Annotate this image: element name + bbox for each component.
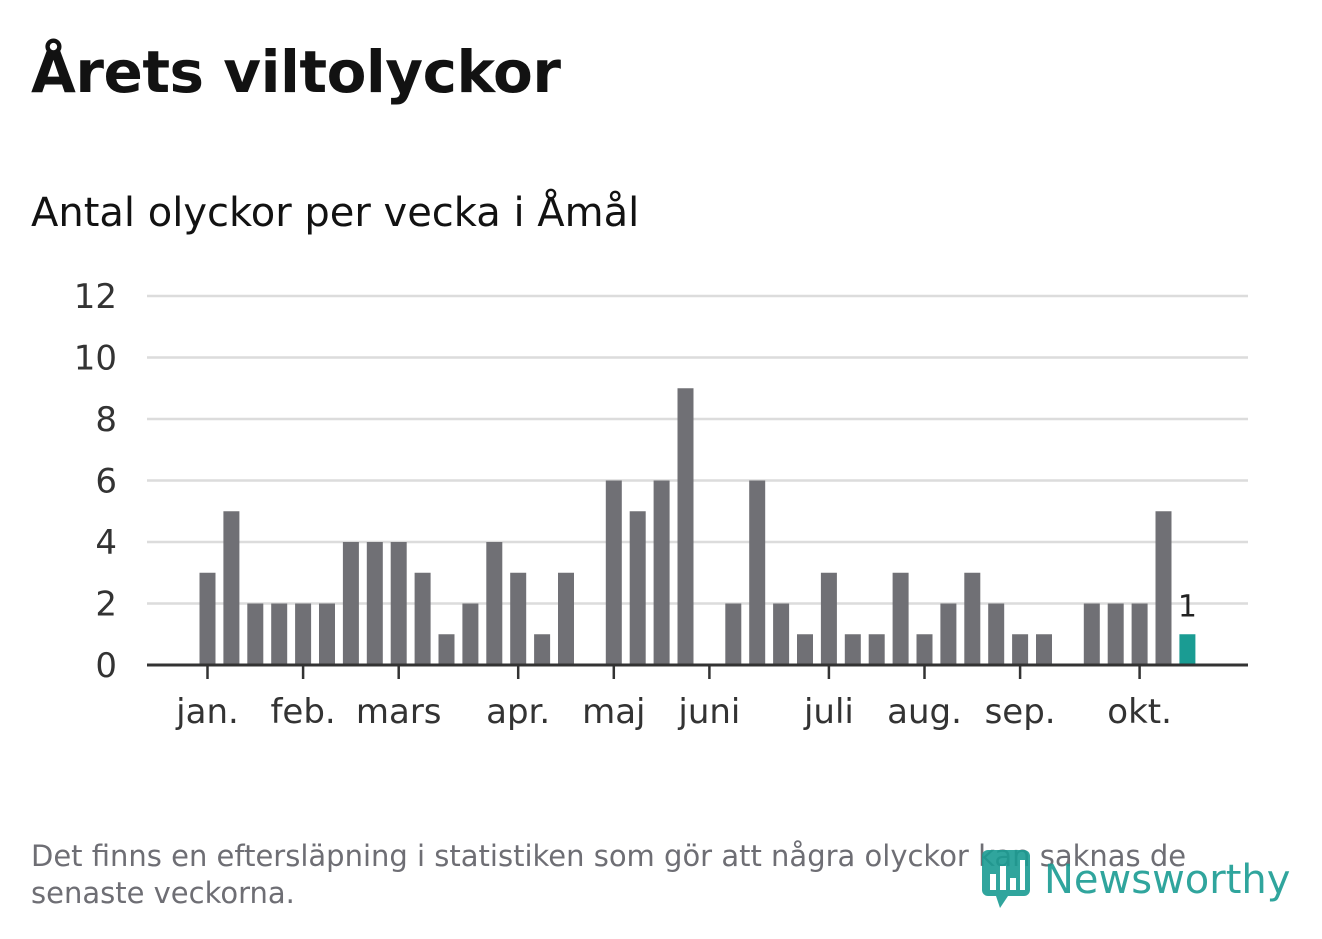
bar (940, 603, 957, 665)
bar (605, 480, 622, 665)
x-tick-label: maj (582, 692, 645, 732)
bar (366, 542, 383, 665)
bar (486, 542, 503, 665)
x-tick-label: feb. (270, 692, 335, 732)
x-tick-label: sep. (985, 692, 1056, 732)
bar (1131, 603, 1148, 665)
bar (797, 634, 813, 665)
x-tick-label: juni (677, 692, 740, 732)
bar (725, 603, 742, 665)
bar (1083, 603, 1100, 665)
bar (773, 603, 790, 665)
bar (1107, 603, 1124, 665)
bar (247, 603, 264, 665)
bar (510, 572, 527, 665)
bar (319, 603, 335, 665)
bar (558, 572, 574, 665)
bar (534, 634, 551, 665)
bar (223, 511, 240, 665)
y-tick-label: 8 (95, 400, 117, 440)
x-tick-label: mars (356, 692, 442, 732)
bar (892, 572, 909, 665)
x-tick-label: okt. (1107, 692, 1172, 732)
newsworthy-logo-icon (982, 850, 1030, 908)
y-tick-label: 0 (95, 646, 117, 686)
bar (820, 572, 837, 665)
chart-subtitle: Antal olyckor per vecka i Åmål (31, 190, 640, 236)
bar-chart: 0 2 4 6 8 10 12 1 jan. feb. mars apr. maj juni juli aug… (74, 277, 1248, 732)
bar (1036, 634, 1052, 665)
bar (988, 603, 1005, 665)
bar (844, 634, 861, 665)
bar (414, 572, 431, 665)
bar (199, 572, 216, 665)
bar (749, 480, 766, 665)
x-tick-label: jan. (175, 692, 239, 732)
x-tick-label: aug. (887, 692, 962, 732)
y-tick-label: 4 (95, 523, 117, 563)
bar (629, 511, 646, 665)
newsworthy-logo-text: Newsworthy (1044, 857, 1291, 903)
bar (1155, 511, 1172, 665)
y-tick-label: 12 (74, 277, 117, 317)
bar (653, 480, 670, 665)
newsworthy-logo: Newsworthy (980, 848, 1290, 912)
bar (390, 542, 407, 665)
y-tick-label: 6 (95, 462, 117, 502)
bar (868, 634, 885, 665)
bar (916, 634, 933, 665)
bar (964, 572, 981, 665)
data-label: 1 (1178, 589, 1197, 624)
bar (438, 634, 455, 665)
x-tick-label: juli (803, 692, 854, 732)
chart-title: Årets viltolyckor (31, 38, 561, 106)
bar (295, 603, 312, 665)
bar (677, 388, 694, 665)
bar (1012, 634, 1029, 665)
y-tick-label: 2 (95, 585, 117, 625)
y-tick-label: 10 (74, 339, 117, 379)
bar (462, 603, 479, 665)
x-tick-label: apr. (486, 692, 550, 732)
bar (271, 603, 288, 665)
bar-highlight (1179, 634, 1196, 665)
bar (342, 542, 359, 665)
